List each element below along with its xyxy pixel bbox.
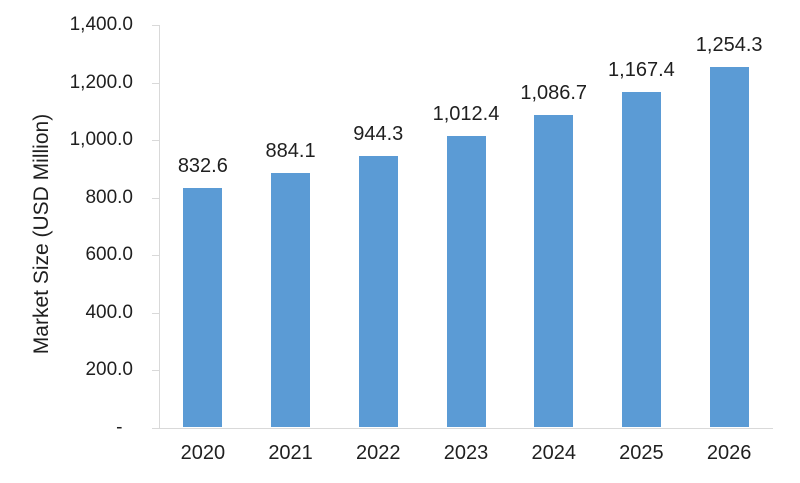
value-label-2022: 944.3 (353, 123, 404, 145)
y-tick-label: - (116, 416, 133, 438)
y-tick-mark (152, 255, 159, 256)
bar-2021 (271, 173, 311, 428)
x-tick-label-2020: 2020 (180, 442, 226, 464)
x-tick-label-2024: 2024 (531, 442, 576, 464)
y-tick-label: 800.0 (85, 186, 133, 208)
y-tick-mark (152, 82, 159, 84)
y-tick-mark (152, 370, 159, 371)
value-label-2025: 1,167.4 (608, 58, 675, 81)
bar-2023 (446, 136, 486, 428)
x-tick-label-2023: 2023 (443, 442, 489, 464)
x-tick-label-2025: 2025 (619, 442, 664, 464)
y-tick-label: 1,000.0 (69, 129, 133, 150)
y-tick-mark (152, 140, 159, 141)
bar-2026 (709, 66, 749, 428)
y-tick-mark (152, 427, 159, 429)
value-label-2023: 1,012.4 (432, 103, 500, 126)
y-tick-label: 1,400.0 (69, 14, 133, 35)
y-tick-label: 200.0 (85, 359, 133, 380)
bar-2020 (183, 188, 223, 428)
y-axis-line (159, 25, 160, 428)
y-tick-mark (152, 25, 159, 26)
bar-2022 (358, 156, 398, 428)
value-label-2020: 832.6 (177, 155, 228, 178)
value-label-2026: 1,254.3 (695, 33, 763, 56)
value-label-2021: 884.1 (265, 140, 316, 163)
bar-2024 (534, 115, 574, 428)
value-label-2024: 1,086.7 (520, 82, 588, 105)
x-tick-label-2026: 2026 (706, 442, 752, 464)
y-tick-mark (152, 197, 159, 199)
y-tick-label: 600.0 (85, 244, 133, 265)
y-tick-label: 400.0 (85, 301, 133, 323)
bar-2025 (621, 91, 661, 428)
y-tick-label: 1,200.0 (69, 71, 133, 93)
y-tick-mark (152, 312, 159, 314)
x-axis-line (159, 427, 773, 429)
x-tick-label-2022: 2022 (356, 442, 401, 464)
x-tick-label-2021: 2021 (268, 442, 313, 464)
